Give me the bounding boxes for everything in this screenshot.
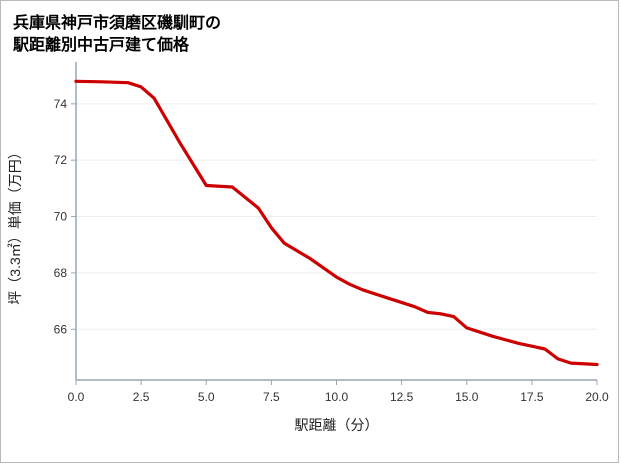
x-tick-label: 5.0 bbox=[198, 390, 215, 404]
price-line-series bbox=[74, 79, 599, 367]
x-tick-label: 15.0 bbox=[455, 390, 479, 404]
x-axis-title: 駅距離（分） bbox=[295, 417, 379, 433]
line-chart: 66 68 70 72 74 0.0 2.5 5.0 7.5 10.0 12.5 15.0 17.5 20… bbox=[7, 62, 609, 433]
chart-title-line-2: 駅距離別中古戸建て価格 bbox=[13, 36, 190, 54]
x-tick-label: 20.0 bbox=[585, 390, 609, 404]
x-tick-label: 0.0 bbox=[68, 390, 85, 404]
y-tick-label: 70 bbox=[54, 210, 68, 224]
chart-title-line-1: 兵庫県神戸市須磨区磯馴町の bbox=[13, 15, 222, 32]
chart-title: 兵庫県神戸市須磨区磯馴町の 駅距離別中古戸建て価格 bbox=[1, 1, 618, 56]
x-tick-label: 17.5 bbox=[520, 390, 544, 404]
y-tick-label: 74 bbox=[54, 97, 68, 111]
chart-area: 66 68 70 72 74 0.0 2.5 5.0 7.5 10.0 12.5 15.0 17.5 20… bbox=[1, 58, 618, 455]
y-axis-title: 坪（3.3㎡）単価（万円） bbox=[7, 145, 23, 304]
y-tick-label: 72 bbox=[54, 153, 68, 167]
x-tick-label: 12.5 bbox=[390, 390, 414, 404]
y-tick-label: 66 bbox=[54, 322, 68, 336]
x-tick-label: 7.5 bbox=[263, 390, 280, 404]
y-tick-label: 68 bbox=[54, 266, 68, 280]
x-tick-label: 10.0 bbox=[325, 390, 349, 404]
x-tick-label: 2.5 bbox=[133, 390, 150, 404]
